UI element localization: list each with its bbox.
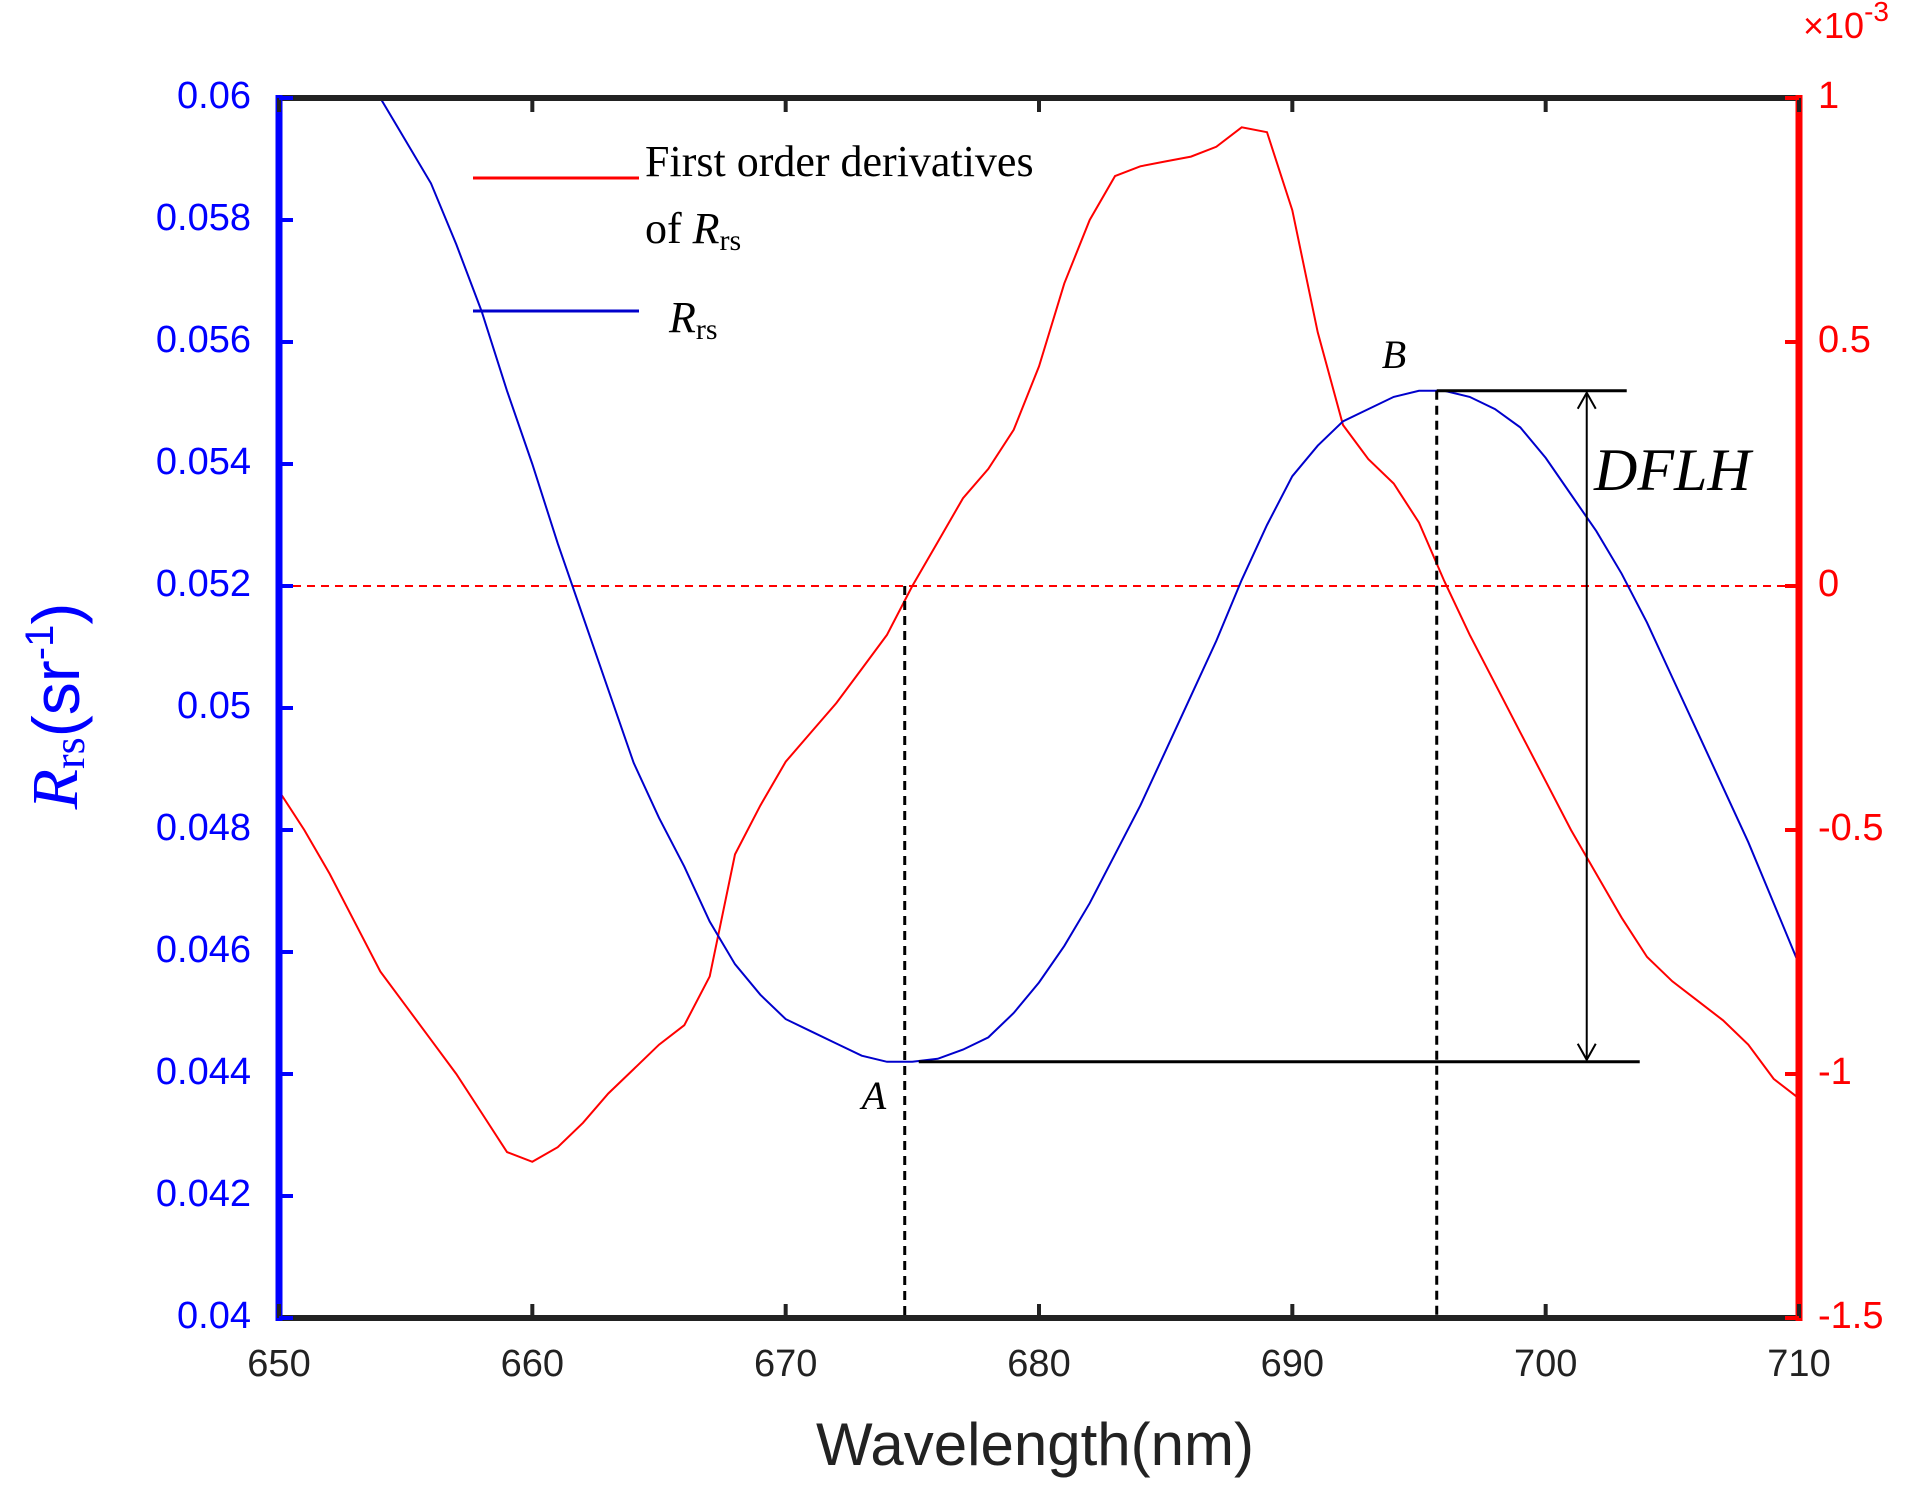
legend: First order derivatives of Rrs Rrs	[645, 137, 1034, 346]
y-label-part: R	[19, 769, 92, 810]
y-tick-label: 0.052	[156, 563, 251, 605]
x-axis-label: Wavelength(nm)	[816, 1411, 1254, 1478]
y2-exponent: ×10-3	[1803, 0, 1889, 46]
x-tick-label: 690	[1261, 1343, 1324, 1385]
legend-label: Rrs	[668, 293, 718, 346]
y-label-part: (sr	[19, 660, 93, 737]
y-tick-label: 0.046	[156, 929, 251, 971]
y-label-part: rs	[45, 737, 94, 769]
x-tick-label: 710	[1767, 1343, 1830, 1385]
y-label-part: -1	[18, 625, 62, 661]
data-line	[379, 98, 1799, 1063]
point-label: B	[1382, 332, 1406, 377]
annotation: DFLH	[1593, 437, 1754, 503]
y-axis-label: Rrs(sr-1)	[18, 603, 95, 811]
y2-tick-label: -1.5	[1818, 1295, 1883, 1337]
legend-label-part: R	[692, 204, 720, 253]
arrow-head	[1576, 1043, 1597, 1062]
exponent-power: -3	[1864, 0, 1889, 27]
y-tick-label: 0.054	[156, 441, 251, 483]
legend-label: of Rrs	[645, 204, 741, 257]
y-tick-label: 0.042	[156, 1173, 251, 1215]
y-tick-label: 0.048	[156, 807, 251, 849]
legend-label-part: rs	[720, 224, 742, 257]
x-tick-label: 650	[247, 1343, 310, 1385]
legend-label-part: R	[668, 293, 696, 342]
arrow-head	[1576, 390, 1597, 410]
legend-label-part: of	[645, 204, 693, 253]
y-tick-label: 0.04	[177, 1295, 251, 1337]
exponent-base: ×10	[1803, 5, 1864, 46]
y2-tick-label: -0.5	[1818, 807, 1883, 849]
y-label-part: )	[19, 603, 93, 625]
plot-area	[279, 98, 1799, 1163]
x-tick-label: 680	[1007, 1343, 1070, 1385]
y-tick-label: 0.058	[156, 197, 251, 239]
y2-tick-label: 0	[1818, 563, 1839, 605]
x-tick-label: 670	[754, 1343, 817, 1385]
legend-label: First order derivatives	[645, 137, 1034, 186]
y-tick-label: 0.05	[177, 685, 251, 727]
y2-tick-label: -1	[1818, 1051, 1852, 1093]
legend-label-part: rs	[696, 313, 718, 346]
point-label: A	[859, 1073, 887, 1118]
y2-tick-label: 0.5	[1818, 319, 1871, 361]
data-line	[279, 126, 1799, 1163]
x-tick-label: 660	[501, 1343, 564, 1385]
x-tick-label: 700	[1514, 1343, 1577, 1385]
y-tick-label: 0.044	[156, 1051, 251, 1093]
y2-tick-label: 1	[1818, 75, 1839, 117]
y-tick-label: 0.056	[156, 319, 251, 361]
y-tick-label: 0.06	[177, 75, 251, 117]
